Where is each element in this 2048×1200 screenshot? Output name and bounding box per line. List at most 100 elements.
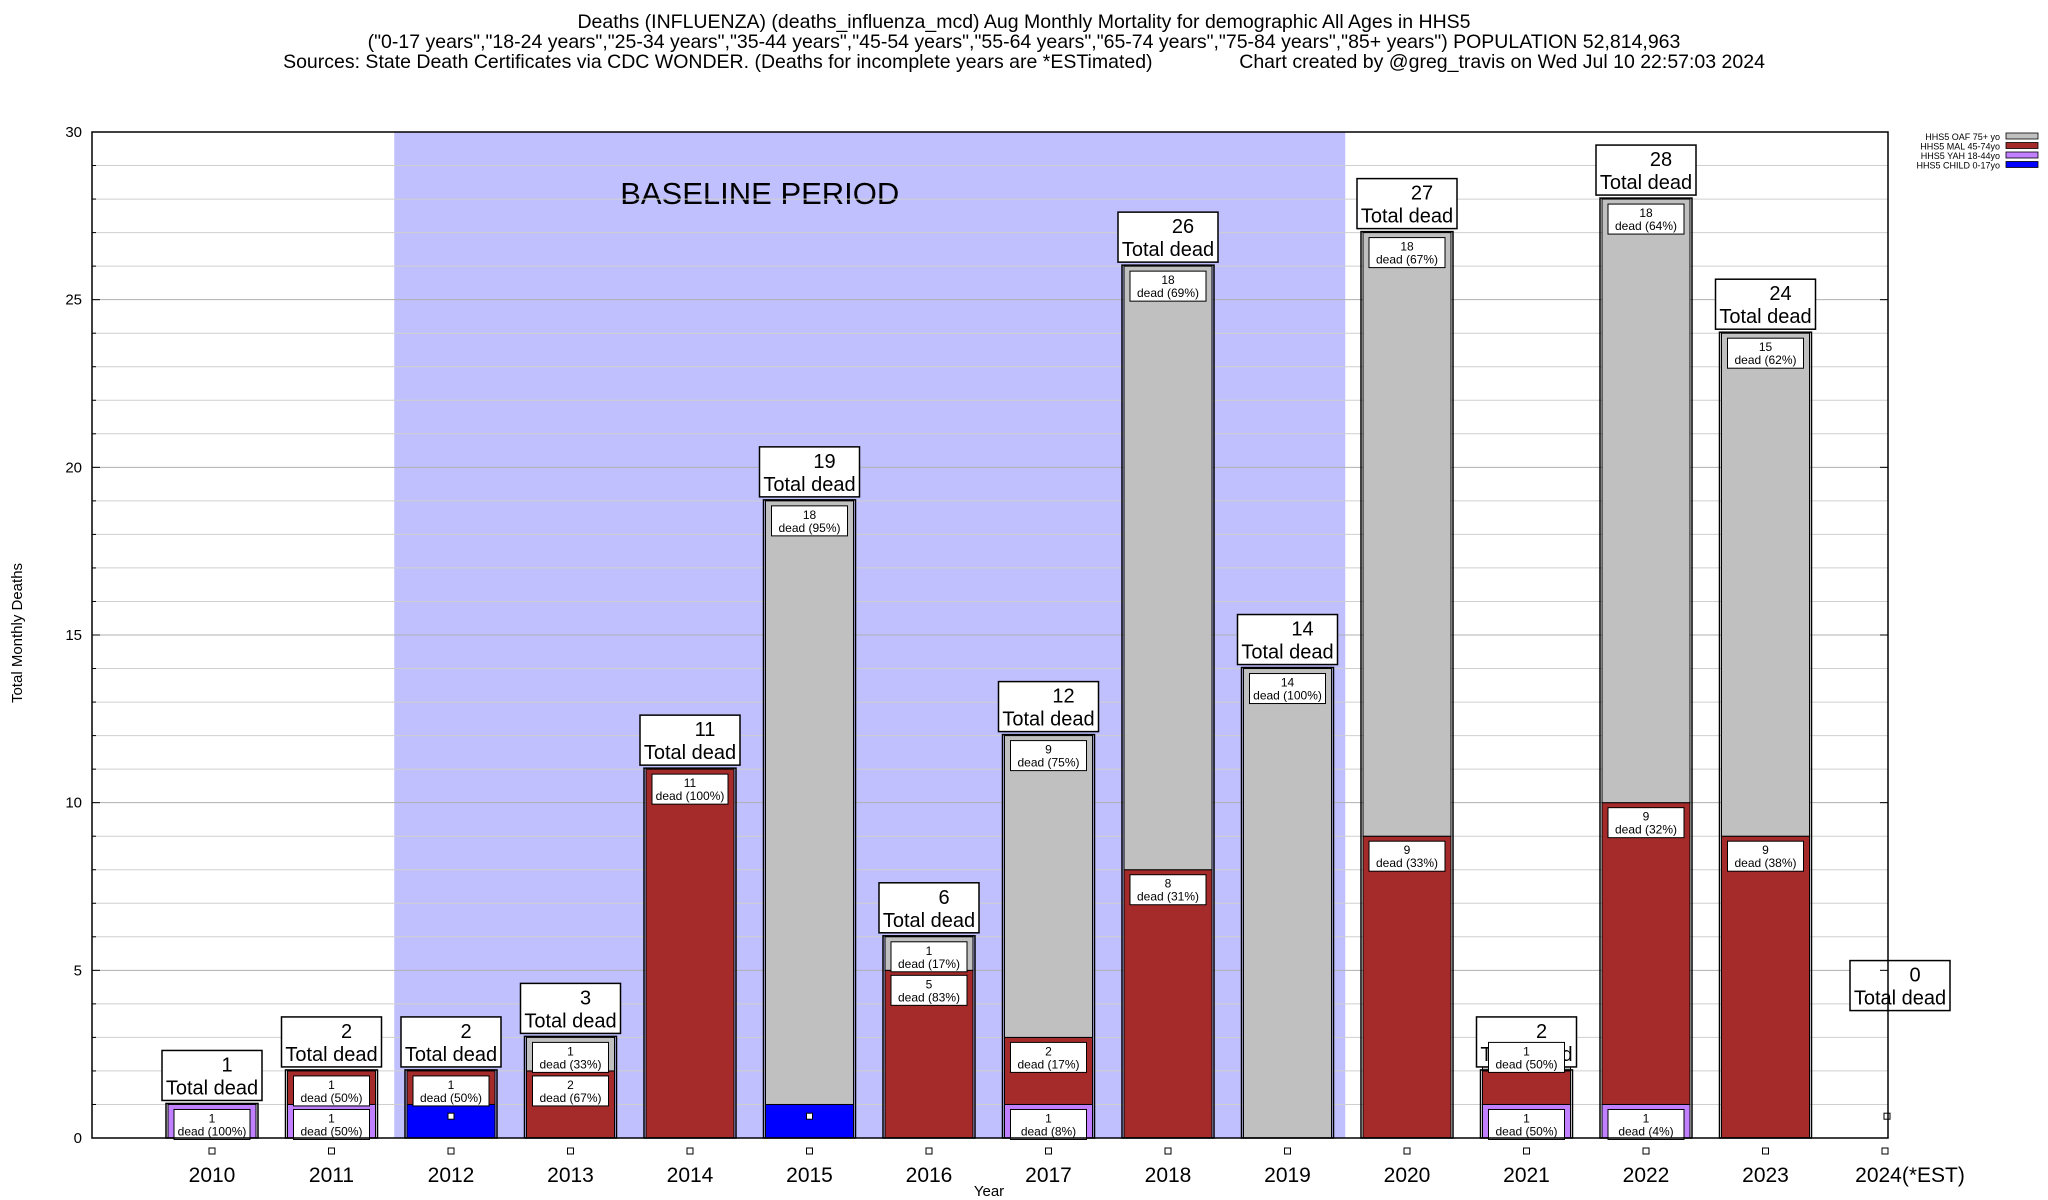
y-tick-label: 0 bbox=[74, 1130, 82, 1147]
chart-titles: Deaths (INFLUENZA) (deaths_influenza_mcd… bbox=[0, 12, 2048, 72]
total-label-box bbox=[758, 446, 861, 498]
x-marker bbox=[1881, 1147, 1889, 1155]
x-tick-label: 2023 bbox=[1742, 1164, 1789, 1187]
segment-label-pct: dead (62%) bbox=[1734, 353, 1796, 367]
segment-label-box bbox=[293, 1075, 370, 1107]
y-tick-label: 25 bbox=[65, 292, 82, 309]
total-label-box bbox=[161, 1049, 263, 1102]
legend-swatch bbox=[2005, 161, 2039, 168]
segment-label-pct: dead (83%) bbox=[898, 990, 960, 1004]
total-label-text: Total dead bbox=[763, 474, 855, 496]
total-label-value: 3 bbox=[580, 987, 591, 1009]
chart-title-line-3: Sources: State Death Certificates via CD… bbox=[283, 51, 1765, 73]
y-tick-label: 15 bbox=[65, 627, 82, 644]
total-label-box bbox=[997, 680, 1100, 733]
x-marker bbox=[208, 1147, 216, 1155]
segment-label-count: 9 bbox=[1762, 843, 1769, 857]
x-marker bbox=[1284, 1147, 1291, 1155]
x-marker bbox=[925, 1147, 933, 1155]
segment-label-pct: dead (32%) bbox=[1615, 823, 1677, 837]
total-label-text: Total dead bbox=[166, 1077, 258, 1099]
segment-label-box bbox=[412, 1075, 490, 1107]
x-tick-label: 2010 bbox=[189, 1164, 236, 1187]
segment-label-count: 15 bbox=[1759, 340, 1773, 354]
x-tick-label: 2016 bbox=[906, 1164, 953, 1187]
y-tick-label: 10 bbox=[65, 795, 82, 812]
segment-label-pct: dead (50%) bbox=[1495, 1124, 1557, 1138]
segment-label-box bbox=[532, 1075, 609, 1107]
segment-label-count: 2 bbox=[1045, 1044, 1052, 1058]
segment-label-box bbox=[1727, 337, 1804, 369]
x-marker bbox=[1164, 1147, 1172, 1155]
x-marker bbox=[567, 1147, 574, 1155]
segment-label-pct: dead (69%) bbox=[1137, 286, 1199, 300]
legend-label: HHS5 OAF 75+ yo bbox=[1925, 132, 2000, 142]
legend-label: HHS5 MAL 45-74yo bbox=[1920, 142, 2000, 152]
segment-label-box bbox=[173, 1108, 251, 1140]
x-tick-label: 2024(*EST) bbox=[1855, 1164, 1965, 1187]
bar-segment bbox=[1601, 802, 1691, 1105]
segment-label-count: 2 bbox=[567, 1078, 574, 1092]
total-label-text: Total dead bbox=[1719, 306, 1811, 328]
x-axis-label: Year bbox=[974, 1183, 1004, 1200]
total-label-text: Total dead bbox=[1241, 642, 1333, 664]
bar-segment bbox=[645, 768, 735, 1139]
segment-label-count: 9 bbox=[1045, 743, 1052, 757]
x-marker bbox=[1403, 1147, 1411, 1155]
segment-label-pct: dead (50%) bbox=[1495, 1057, 1557, 1071]
segment-label-count: 9 bbox=[1643, 810, 1650, 824]
total-label-value: 24 bbox=[1769, 283, 1791, 305]
segment-label-count: 18 bbox=[1400, 240, 1414, 254]
bar-segment bbox=[765, 500, 854, 1105]
total-label-box bbox=[639, 714, 741, 766]
segment-label-count: 18 bbox=[1161, 273, 1175, 287]
x-marker bbox=[1045, 1147, 1052, 1155]
bar-segment bbox=[765, 1103, 854, 1139]
total-label-text: Total dead bbox=[1122, 239, 1214, 261]
segment-label-pct: dead (64%) bbox=[1615, 219, 1677, 233]
segment-label-pct: dead (50%) bbox=[300, 1124, 362, 1138]
segment-label-box bbox=[890, 974, 968, 1006]
y-tick-label: 5 bbox=[74, 962, 82, 979]
total-label-text: Total dead bbox=[405, 1044, 497, 1066]
total-label-value: 11 bbox=[695, 719, 716, 741]
bar-segment bbox=[1123, 869, 1213, 1139]
segment-label-count: 11 bbox=[684, 776, 697, 790]
segment-label-box bbox=[1488, 1041, 1565, 1073]
segment-label-box bbox=[651, 773, 729, 805]
total-label-box bbox=[878, 882, 980, 934]
segment-label-pct: dead (31%) bbox=[1137, 890, 1199, 904]
segment-label-pct: dead (33%) bbox=[1376, 856, 1438, 870]
total-label-value: 14 bbox=[1291, 619, 1313, 641]
total-label-value: 2 bbox=[341, 1021, 352, 1043]
grid-lines bbox=[92, 131, 1888, 1139]
x-tick-label: 2011 bbox=[309, 1164, 354, 1187]
x-marker bbox=[1762, 1147, 1769, 1155]
total-label-text: Total dead bbox=[644, 742, 736, 764]
segment-label-pct: dead (100%) bbox=[656, 789, 725, 803]
x-tick-label: 2014 bbox=[667, 1164, 714, 1187]
bar-segment bbox=[1362, 232, 1452, 837]
segment-label-count: 18 bbox=[803, 508, 817, 522]
x-marker bbox=[686, 1147, 694, 1155]
segment-label-count: 1 bbox=[328, 1078, 335, 1092]
